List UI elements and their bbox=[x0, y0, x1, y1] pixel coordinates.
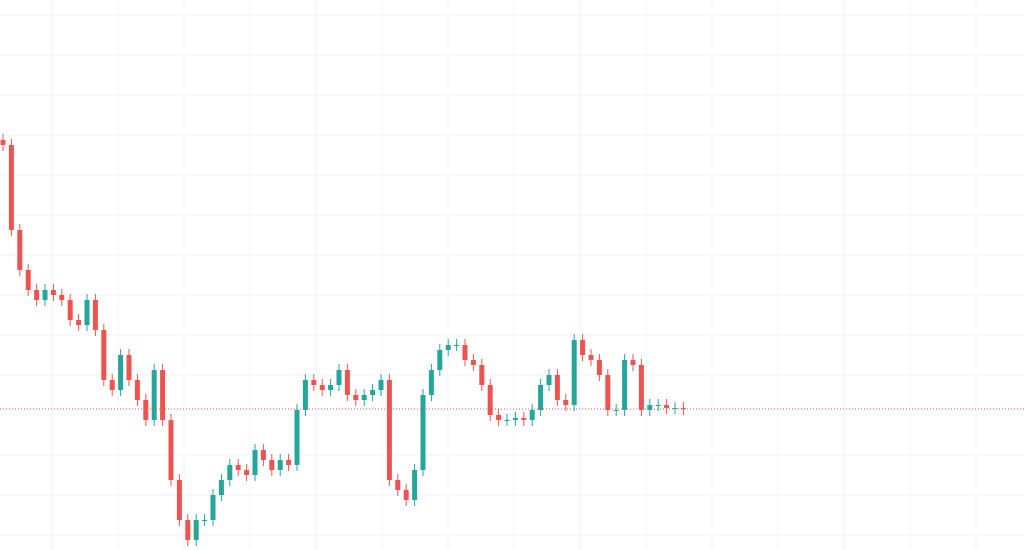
candle-body bbox=[344, 370, 350, 395]
candle-body bbox=[0, 140, 6, 145]
candle-body bbox=[59, 295, 65, 300]
candle-body bbox=[638, 365, 644, 410]
candle-body bbox=[470, 360, 476, 365]
candle-body bbox=[252, 450, 258, 475]
candle-body bbox=[25, 270, 31, 290]
candle-body bbox=[454, 345, 460, 346]
candle-body bbox=[680, 408, 686, 409]
candle-body bbox=[294, 410, 300, 465]
candle-body bbox=[437, 350, 443, 370]
candle-body bbox=[462, 345, 468, 360]
candle-body bbox=[336, 370, 342, 385]
candle-body bbox=[176, 480, 182, 520]
candle-body bbox=[512, 418, 518, 420]
candle-body bbox=[34, 290, 40, 300]
candle-body bbox=[151, 370, 157, 420]
candle-body bbox=[143, 400, 149, 420]
candle-body bbox=[126, 355, 132, 380]
candle-body bbox=[370, 390, 376, 395]
candle-body bbox=[487, 385, 493, 415]
candle-body bbox=[563, 400, 569, 405]
candle-body bbox=[571, 340, 577, 405]
candle-body bbox=[630, 360, 636, 365]
candle-body bbox=[386, 380, 392, 480]
candle-body bbox=[210, 495, 216, 520]
candle-body bbox=[168, 420, 174, 480]
candle-body bbox=[42, 290, 48, 300]
candle-body bbox=[84, 300, 90, 325]
candle-body bbox=[605, 375, 611, 410]
candle-body bbox=[260, 450, 266, 460]
candle-body bbox=[277, 460, 283, 470]
candle-body bbox=[302, 380, 308, 410]
candle-body bbox=[622, 360, 628, 410]
candle-body bbox=[554, 375, 560, 400]
candle-body bbox=[311, 380, 317, 385]
candle-body bbox=[361, 395, 367, 400]
candle-body bbox=[202, 520, 208, 521]
candle-body bbox=[244, 470, 250, 475]
candle-body bbox=[580, 340, 586, 355]
candle-body bbox=[613, 410, 619, 411]
candle-body bbox=[50, 290, 56, 295]
candle-body bbox=[76, 320, 82, 325]
candles bbox=[0, 134, 686, 546]
candle-body bbox=[655, 405, 661, 406]
candle-body bbox=[319, 385, 325, 390]
candle-body bbox=[118, 355, 124, 390]
candle-body bbox=[17, 230, 23, 270]
candle-body bbox=[193, 520, 199, 540]
candle-body bbox=[521, 418, 527, 420]
candle-body bbox=[420, 395, 426, 470]
candle-body bbox=[67, 300, 73, 320]
candle-body bbox=[596, 360, 602, 375]
candle-body bbox=[395, 480, 401, 490]
candle-body bbox=[185, 520, 191, 540]
candle-body bbox=[378, 380, 384, 390]
candle-body bbox=[328, 385, 334, 390]
candle-body bbox=[529, 410, 535, 420]
candle-body bbox=[504, 420, 510, 421]
candle-body bbox=[286, 460, 292, 465]
candle-body bbox=[546, 375, 552, 385]
candle-body bbox=[445, 345, 451, 350]
candle-body bbox=[92, 300, 98, 330]
candle-body bbox=[588, 355, 594, 360]
candle-body bbox=[101, 330, 107, 380]
candle-body bbox=[269, 460, 275, 470]
candle-body bbox=[479, 365, 485, 385]
candle-body bbox=[235, 465, 241, 470]
candle-body bbox=[218, 480, 224, 495]
candle-body bbox=[8, 145, 14, 230]
candle-body bbox=[403, 490, 409, 500]
candle-body bbox=[412, 470, 418, 500]
candle-body bbox=[227, 465, 233, 480]
candle-body bbox=[538, 385, 544, 410]
candle-body bbox=[109, 380, 115, 390]
candle-body bbox=[428, 370, 434, 395]
candle-body bbox=[496, 415, 502, 420]
candle-body bbox=[160, 370, 166, 420]
candle-body bbox=[664, 405, 670, 408]
candle-body bbox=[353, 395, 359, 400]
candle-body bbox=[134, 380, 140, 400]
candle-body bbox=[647, 405, 653, 410]
